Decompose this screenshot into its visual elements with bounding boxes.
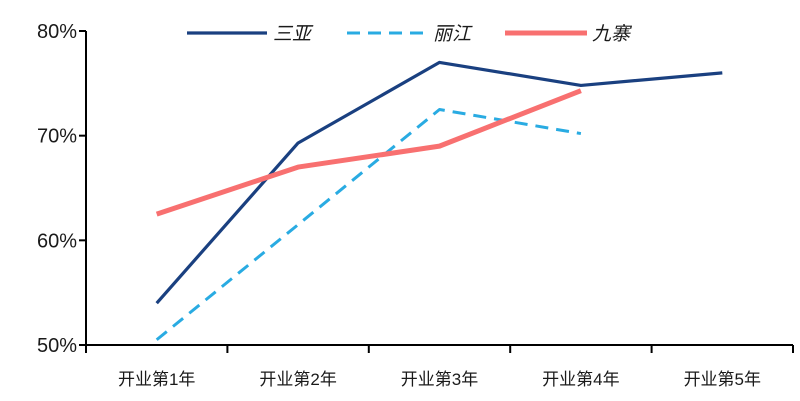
legend-label-2: 九寨 bbox=[592, 23, 633, 45]
legend-label-0: 三亚 bbox=[273, 23, 314, 45]
x-axis-category-label: 开业第5年 bbox=[684, 370, 761, 389]
y-axis-tick-label: 70% bbox=[37, 126, 77, 148]
x-axis-category-label: 开业第2年 bbox=[259, 370, 336, 389]
series-line-0 bbox=[155, 60, 723, 305]
y-axis-tick-label: 80% bbox=[37, 21, 77, 43]
legend-label-1: 丽江 bbox=[433, 23, 473, 45]
x-axis-category-label: 开业第4年 bbox=[542, 370, 619, 389]
y-axis-tick-label: 50% bbox=[37, 335, 77, 357]
y-axis-tick-label: 60% bbox=[37, 230, 77, 252]
x-axis-category-label: 开业第3年 bbox=[401, 370, 478, 389]
x-axis-category-label: 开业第1年 bbox=[118, 370, 195, 389]
series-line-2 bbox=[155, 88, 582, 217]
series-line-1 bbox=[155, 108, 582, 341]
